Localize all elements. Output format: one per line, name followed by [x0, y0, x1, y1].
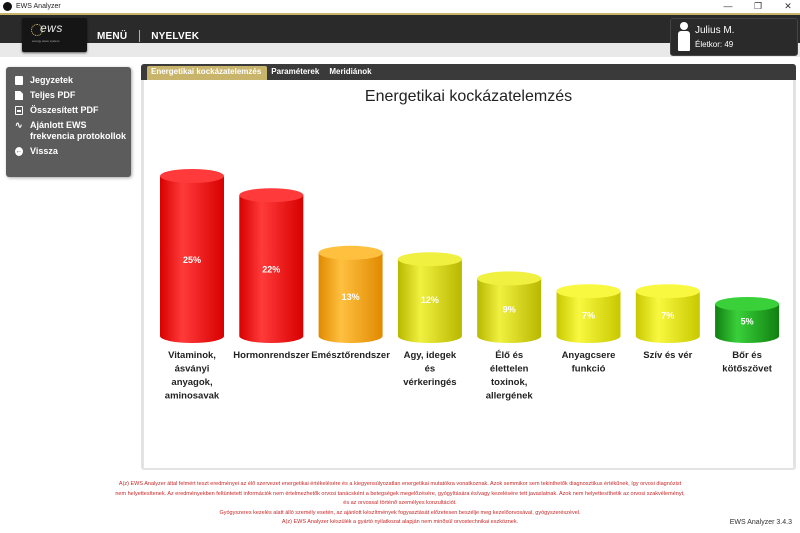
disclaimer-line: és az orvossal történő személyes konzult…	[343, 500, 457, 506]
version-label: EWS Analyzer 3.4.3	[729, 519, 792, 526]
nav-menu[interactable]: MENÜ	[97, 30, 128, 42]
window-titlebar: EWS Analyzer — ❐ ✕	[0, 0, 800, 13]
wave-icon: ∿	[15, 120, 23, 130]
chart-title: Energetikai kockázatelemzés	[364, 88, 573, 105]
bar-value-label: 7%	[661, 310, 674, 320]
header-accent-line	[0, 13, 800, 15]
bar-top	[397, 252, 462, 267]
disclaimer-line: A(z) EWS Analyzer által felmért teszt er…	[118, 481, 682, 487]
maximize-button[interactable]: ❐	[753, 1, 763, 11]
category-label: Hormonrendszer	[233, 350, 309, 361]
bar-top	[239, 188, 304, 203]
bar-4: 9% Élő és élettelen toxinok, allergének	[477, 271, 542, 402]
bar-3: 12% Agy, idegek és vérkeringés	[397, 252, 462, 388]
sidebar-item-notes[interactable]: Jegyzetek	[6, 75, 131, 86]
minimize-button[interactable]: —	[723, 1, 733, 11]
bar-value-label: 5%	[741, 317, 754, 327]
bar-top	[635, 284, 700, 299]
chart-area: Energetikai kockázatelemzés 25% Vitaminok…	[144, 80, 793, 468]
user-info: Julius M. Életkor: 49	[670, 18, 798, 56]
user-icon	[678, 22, 690, 52]
bar-value-label: 9%	[503, 304, 516, 314]
disclaimer: A(z) EWS Analyzer által felmért teszt er…	[20, 480, 780, 528]
category-label: Szív és vér	[643, 350, 692, 361]
logo-dots-icon	[31, 24, 43, 36]
note-icon	[15, 76, 23, 85]
bar-body	[318, 252, 383, 343]
bar-body	[635, 291, 700, 343]
header-band	[0, 43, 800, 57]
bar-top	[160, 169, 224, 183]
bar-top	[318, 245, 383, 260]
main-nav: MENÜ NYELVEK	[97, 30, 199, 42]
bar-top	[556, 284, 621, 299]
document-icon	[15, 91, 23, 100]
tab-risk-analysis[interactable]: Energetikai kockázatelemzés	[147, 66, 268, 80]
sidebar: Jegyzetek Teljes PDF Összesített PDF ∿ A…	[6, 67, 131, 177]
bar-7: 5% Bőr és kötőszövet	[715, 297, 780, 375]
nav-languages[interactable]: NYELVEK	[151, 30, 200, 42]
bar-value-label: 13%	[342, 292, 360, 302]
bar-body	[556, 291, 621, 343]
tab-meridians[interactable]: Meridiánok	[329, 67, 372, 76]
sidebar-item-summary-pdf[interactable]: Összesített PDF	[6, 105, 131, 116]
category-label: Vitaminok, ásványi anyagok, aminosavak	[165, 350, 220, 402]
tab-parameters[interactable]: Paraméterek	[271, 67, 320, 76]
sidebar-item-label: Teljes PDF	[30, 90, 76, 100]
bar-body	[477, 278, 542, 343]
bar-top	[715, 297, 780, 311]
tab-bar: Energetikai kockázatelemzés Paraméterek …	[141, 64, 796, 80]
bar-0: 25% Vitaminok, ásványi anyagok, aminosavak	[160, 169, 224, 402]
ews-logo: ews energy wave system	[22, 18, 87, 52]
bar-1: 22% Hormonrendszer	[233, 188, 310, 361]
back-arrow-icon: ←	[15, 147, 23, 156]
bar-chart: 25%Vitaminok, ásványi anyagok, aminosavak22…	[160, 169, 780, 402]
category-label: Agy, idegek és vérkeringés	[403, 350, 457, 388]
category-label: Emésztőrendszer	[311, 350, 390, 361]
disclaimer-line: nem helyettesítenek. Az eredményekben fe…	[115, 490, 685, 497]
bar-top	[477, 271, 542, 286]
sidebar-item-full-pdf[interactable]: Teljes PDF	[6, 90, 131, 101]
bar-body	[160, 176, 224, 343]
category-label: Bőr és kötőszövet	[722, 350, 772, 375]
user-age: Életkor: 49	[695, 40, 734, 49]
main-panel: Energetikai kockázatelemzés Paraméterek …	[141, 64, 796, 470]
bar-value-label: 25%	[183, 255, 201, 265]
bar-6: 7% Szív és vér	[635, 284, 700, 361]
window-controls: — ❐ ✕	[722, 0, 794, 13]
sidebar-item-label: Ajánlott EWS frekvencia protokollok	[30, 120, 127, 141]
pdf-icon	[15, 106, 23, 115]
nav-separator	[139, 30, 141, 42]
logo-subtitle: energy wave system	[32, 39, 60, 43]
sidebar-item-back[interactable]: ← Vissza	[6, 146, 131, 157]
bar-body	[239, 195, 304, 343]
bar-5: 7% Anyagcsere funkció	[556, 284, 621, 375]
disclaimer-line: Gyógyszeres kezelés alatt álló személy e…	[219, 509, 581, 516]
sidebar-item-label: Vissza	[30, 146, 58, 156]
bar-body	[397, 259, 462, 343]
bar-value-label: 7%	[582, 310, 595, 320]
bar-body	[715, 304, 780, 343]
user-name: Julius M.	[695, 25, 735, 36]
close-button[interactable]: ✕	[784, 1, 792, 11]
sidebar-item-protocols[interactable]: ∿ Ajánlott EWS frekvencia protokollok	[6, 120, 131, 142]
bar-value-label: 22%	[262, 264, 280, 274]
bar-2: 13% Emésztőrendszer	[311, 245, 390, 361]
window-title: EWS Analyzer	[16, 3, 61, 10]
sidebar-item-label: Összesített PDF	[30, 105, 99, 115]
category-label: Élő és élettelen toxinok, allergének	[486, 350, 534, 402]
category-label: Anyagcsere funkció	[562, 350, 616, 375]
bar-value-label: 12%	[421, 295, 439, 305]
app-icon	[3, 2, 12, 11]
app-header: MENÜ NYELVEK	[0, 13, 800, 57]
sidebar-item-label: Jegyzetek	[30, 75, 74, 85]
logo-text: ews	[40, 21, 63, 35]
disclaimer-line: A(z) EWS Analyzer készülék a gyártó nyil…	[281, 519, 519, 525]
